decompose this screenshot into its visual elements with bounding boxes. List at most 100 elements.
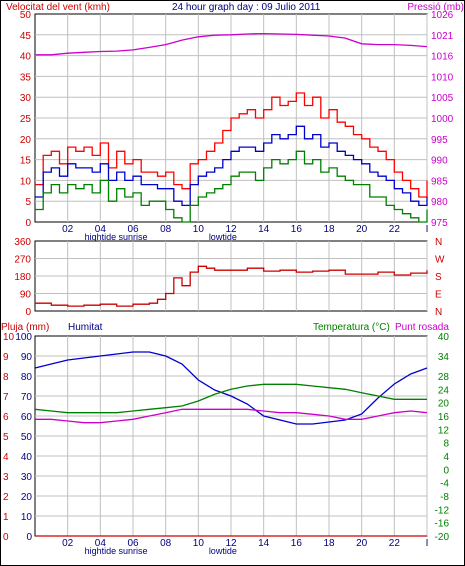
x-tick-label: 08 bbox=[160, 224, 172, 235]
x-tick-label: 22 bbox=[389, 224, 401, 235]
humidity-tick-label: 60 bbox=[21, 412, 33, 423]
x-tick-label: 22 bbox=[389, 538, 401, 549]
x-tick-label: 20 bbox=[356, 224, 368, 235]
direction-tick-label: 180 bbox=[14, 272, 31, 283]
x-tick-label: I bbox=[426, 538, 429, 549]
event-label: sunrise bbox=[118, 546, 147, 556]
rain-axis-title: Pluja (mm) bbox=[1, 322, 49, 333]
dewpoint-line bbox=[35, 408, 428, 424]
wind-gust-line bbox=[35, 92, 428, 198]
pressure-tick-label: 995 bbox=[431, 135, 448, 146]
x-tick-label: 02 bbox=[62, 224, 74, 235]
temperature-tick-label: -4 bbox=[440, 479, 449, 490]
pressure-axis-title: Pressió (mb) bbox=[407, 2, 464, 13]
pressure-tick-label: 1026 bbox=[431, 10, 454, 21]
wind-speed-tick-label: 35 bbox=[20, 72, 32, 83]
pressure-tick-label: 1016 bbox=[431, 52, 454, 63]
rain-tick-label: 8 bbox=[3, 372, 9, 383]
x-tick-label: I bbox=[426, 224, 429, 235]
temperature-tick-label: 0 bbox=[443, 465, 449, 476]
compass-label: S bbox=[435, 272, 442, 283]
humidity-tick-label: 30 bbox=[21, 472, 33, 483]
rain-tick-label: 10 bbox=[3, 332, 15, 343]
pressure-tick-label: 1005 bbox=[431, 93, 454, 104]
rain-tick-label: 6 bbox=[3, 412, 9, 423]
event-label: sunrise bbox=[118, 232, 147, 242]
pressure-tick-label: 1010 bbox=[431, 72, 454, 83]
chart-title: 24 hour graph day : 09 Julio 2011 bbox=[172, 2, 321, 13]
x-tick-label: 18 bbox=[323, 224, 335, 235]
x-tick-label: 04 bbox=[95, 538, 107, 549]
x-tick-label: 16 bbox=[291, 224, 303, 235]
wind-speed-tick-label: 25 bbox=[20, 114, 32, 125]
dewpoint-axis-title: Punt rosada bbox=[395, 322, 449, 333]
x-tick-label: 04 bbox=[95, 224, 107, 235]
humidity-tick-label: 50 bbox=[21, 432, 33, 443]
wind-speed-tick-label: 15 bbox=[20, 156, 32, 167]
x-tick-label: 16 bbox=[291, 538, 303, 549]
wind-min-line bbox=[35, 150, 428, 223]
temperature-tick-label: 8 bbox=[443, 439, 449, 450]
humidity-tick-label: 20 bbox=[21, 492, 33, 503]
pressure-tick-label: 1000 bbox=[431, 114, 454, 125]
rain-tick-label: 5 bbox=[3, 432, 9, 443]
rain-tick-label: 9 bbox=[3, 352, 9, 363]
wind-direction-line bbox=[35, 265, 428, 307]
compass-label: N bbox=[435, 237, 442, 248]
x-tick-label: 12 bbox=[225, 538, 237, 549]
wind-speed-tick-label: 40 bbox=[20, 52, 32, 63]
event-label: hightide bbox=[85, 546, 117, 556]
humidity-tick-label: 70 bbox=[21, 392, 33, 403]
temperature-tick-label: 40 bbox=[438, 332, 450, 343]
wind-average-line bbox=[35, 125, 428, 207]
humidity-tick-label: 0 bbox=[26, 532, 32, 543]
rain-tick-label: 0 bbox=[3, 532, 9, 543]
direction-tick-label: 360 bbox=[14, 237, 31, 248]
wind-speed-tick-label: 20 bbox=[20, 135, 32, 146]
temperature-tick-label: -12 bbox=[435, 505, 450, 516]
x-tick-label: 12 bbox=[225, 224, 237, 235]
wind-speed-tick-label: 30 bbox=[20, 93, 32, 104]
temperature-tick-label: 16 bbox=[438, 412, 450, 423]
x-tick-label: 02 bbox=[62, 538, 74, 549]
wind-speed-tick-label: 5 bbox=[25, 197, 31, 208]
temperature-axis-title: Temperatura (°C) bbox=[313, 322, 390, 333]
x-tick-label: 10 bbox=[193, 538, 205, 549]
temperature-tick-label: 12 bbox=[438, 425, 450, 436]
wind-speed-tick-label: 45 bbox=[20, 31, 32, 42]
rain-tick-label: 2 bbox=[3, 492, 9, 503]
wind-speed-axis-title: Velocitat del vent (kmh) bbox=[6, 2, 110, 13]
direction-tick-label: 270 bbox=[14, 255, 31, 266]
wind-speed-tick-label: 50 bbox=[20, 10, 32, 21]
temperature-tick-label: 34 bbox=[438, 352, 450, 363]
event-label: lowtide bbox=[209, 232, 237, 242]
humidity-tick-label: 40 bbox=[21, 452, 33, 463]
event-label: lowtide bbox=[209, 546, 237, 556]
pressure-tick-label: 990 bbox=[431, 156, 448, 167]
x-tick-label: 06 bbox=[127, 538, 139, 549]
temperature-tick-label: 4 bbox=[443, 452, 449, 463]
direction-tick-label: 90 bbox=[20, 290, 32, 301]
pressure-tick-label: 1021 bbox=[431, 31, 454, 42]
temperature-tick-label: 20 bbox=[438, 399, 450, 410]
rain-tick-label: 1 bbox=[3, 512, 9, 523]
x-tick-label: 20 bbox=[356, 538, 368, 549]
temperature-tick-label: -16 bbox=[435, 519, 450, 530]
direction-tick-label: 0 bbox=[25, 307, 31, 318]
pressure-tick-label: 985 bbox=[431, 176, 448, 187]
humidity-axis-title: Humitat bbox=[68, 322, 103, 333]
wind-speed-tick-label: 0 bbox=[25, 218, 31, 229]
rain-tick-label: 4 bbox=[3, 452, 9, 463]
x-tick-label: 10 bbox=[193, 224, 205, 235]
rain-tick-label: 7 bbox=[3, 392, 9, 403]
x-tick-label: 08 bbox=[160, 538, 172, 549]
rain-tick-label: 3 bbox=[3, 472, 9, 483]
pressure-line bbox=[35, 32, 428, 56]
pressure-tick-label: 975 bbox=[431, 218, 448, 229]
x-tick-label: 18 bbox=[323, 538, 335, 549]
pressure-tick-label: 980 bbox=[431, 197, 448, 208]
wind-speed-tick-label: 10 bbox=[20, 176, 32, 187]
x-tick-label: 14 bbox=[258, 224, 270, 235]
humidity-tick-label: 90 bbox=[21, 352, 33, 363]
